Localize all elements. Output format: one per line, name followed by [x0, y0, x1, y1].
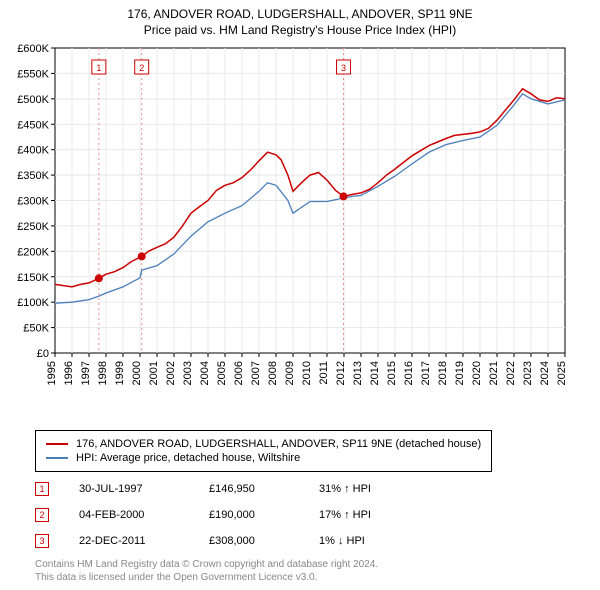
- y-axis-label: £50K: [23, 323, 49, 335]
- sale-marker-dot: [138, 252, 146, 260]
- y-axis-label: £300K: [17, 196, 49, 208]
- sales-row-price: £190,000: [209, 509, 289, 521]
- x-axis-label: 2012: [335, 361, 347, 385]
- x-axis-label: 2010: [301, 361, 313, 385]
- sales-row-diff: 31% ↑ HPI: [319, 483, 399, 495]
- legend-item: 176, ANDOVER ROAD, LUDGERSHALL, ANDOVER,…: [46, 437, 481, 451]
- y-axis-label: £100K: [17, 297, 49, 309]
- y-axis-label: £600K: [17, 43, 49, 55]
- x-axis-label: 2016: [403, 361, 415, 385]
- x-axis-label: 2015: [386, 361, 398, 385]
- sales-row: 1 30-JUL-1997 £146,950 31% ↑ HPI: [35, 478, 399, 504]
- x-axis-label: 2023: [522, 361, 534, 385]
- x-axis-label: 2020: [471, 361, 483, 385]
- sales-row-diff: 17% ↑ HPI: [319, 509, 399, 521]
- sales-row-diff: 1% ↓ HPI: [319, 535, 399, 547]
- legend-swatch: [46, 457, 68, 459]
- x-axis-label: 2017: [420, 361, 432, 385]
- sales-row-date: 30-JUL-1997: [79, 483, 179, 495]
- sales-row-price: £308,000: [209, 535, 289, 547]
- x-axis-label: 2013: [352, 361, 364, 385]
- sales-row-date: 22-DEC-2011: [79, 535, 179, 547]
- sales-row-date: 04-FEB-2000: [79, 509, 179, 521]
- y-axis-label: £200K: [17, 246, 49, 258]
- x-axis-label: 1999: [114, 361, 126, 385]
- y-axis-label: £0: [37, 348, 49, 360]
- sales-row: 2 04-FEB-2000 £190,000 17% ↑ HPI: [35, 504, 399, 530]
- x-axis-label: 2018: [437, 361, 449, 385]
- x-axis-label: 2024: [539, 361, 551, 385]
- x-axis-label: 1996: [63, 361, 75, 385]
- y-axis-label: £500K: [17, 94, 49, 106]
- sale-marker-dot: [95, 274, 103, 282]
- sale-marker-dot: [339, 192, 347, 200]
- y-axis-label: £350K: [17, 170, 49, 182]
- sales-row-marker: 3: [35, 534, 49, 548]
- x-axis-label: 2003: [182, 361, 194, 385]
- sale-marker-num: 3: [341, 63, 346, 73]
- x-axis-label: 1997: [80, 361, 92, 385]
- sale-marker-num: 2: [139, 63, 144, 73]
- x-axis-label: 2019: [454, 361, 466, 385]
- legend-item: HPI: Average price, detached house, Wilt…: [46, 451, 481, 465]
- y-axis-label: £450K: [17, 119, 49, 131]
- x-axis-label: 2004: [199, 361, 211, 385]
- x-axis-label: 2005: [216, 361, 228, 385]
- x-axis-label: 2009: [284, 361, 296, 385]
- chart-title-line2: Price paid vs. HM Land Registry's House …: [144, 23, 456, 37]
- attribution-text: Contains HM Land Registry data © Crown c…: [35, 558, 378, 584]
- x-axis-label: 2025: [556, 361, 568, 385]
- sales-row: 3 22-DEC-2011 £308,000 1% ↓ HPI: [35, 530, 399, 556]
- x-axis-label: 2011: [318, 361, 330, 385]
- x-axis-label: 2021: [488, 361, 500, 385]
- sales-row-marker: 1: [35, 482, 49, 496]
- legend-swatch: [46, 443, 68, 445]
- x-axis-label: 2008: [267, 361, 279, 385]
- x-axis-label: 1995: [46, 361, 58, 385]
- chart-title-line1: 176, ANDOVER ROAD, LUDGERSHALL, ANDOVER,…: [127, 7, 472, 21]
- attribution-line1: Contains HM Land Registry data © Crown c…: [35, 558, 378, 571]
- x-axis-label: 1998: [97, 361, 109, 385]
- y-axis-label: £150K: [17, 272, 49, 284]
- sales-row-marker: 2: [35, 508, 49, 522]
- x-axis-label: 2006: [233, 361, 245, 385]
- sales-table: 1 30-JUL-1997 £146,950 31% ↑ HPI 2 04-FEB-200…: [35, 478, 399, 556]
- y-axis-label: £550K: [17, 68, 49, 80]
- y-axis-label: £400K: [17, 145, 49, 157]
- y-axis-label: £250K: [17, 221, 49, 233]
- x-axis-label: 2002: [165, 361, 177, 385]
- x-axis-label: 2001: [148, 361, 160, 385]
- x-axis-label: 2007: [250, 361, 262, 385]
- x-axis-label: 2014: [369, 361, 381, 385]
- chart-legend: 176, ANDOVER ROAD, LUDGERSHALL, ANDOVER,…: [35, 430, 492, 472]
- price-chart: 176, ANDOVER ROAD, LUDGERSHALL, ANDOVER,…: [0, 0, 600, 430]
- x-axis-label: 2022: [505, 361, 517, 385]
- attribution-line2: This data is licensed under the Open Gov…: [35, 571, 378, 584]
- x-axis-label: 2000: [131, 361, 143, 385]
- legend-label: 176, ANDOVER ROAD, LUDGERSHALL, ANDOVER,…: [76, 438, 481, 450]
- sales-row-price: £146,950: [209, 483, 289, 495]
- legend-label: HPI: Average price, detached house, Wilt…: [76, 452, 300, 464]
- sale-marker-num: 1: [96, 63, 101, 73]
